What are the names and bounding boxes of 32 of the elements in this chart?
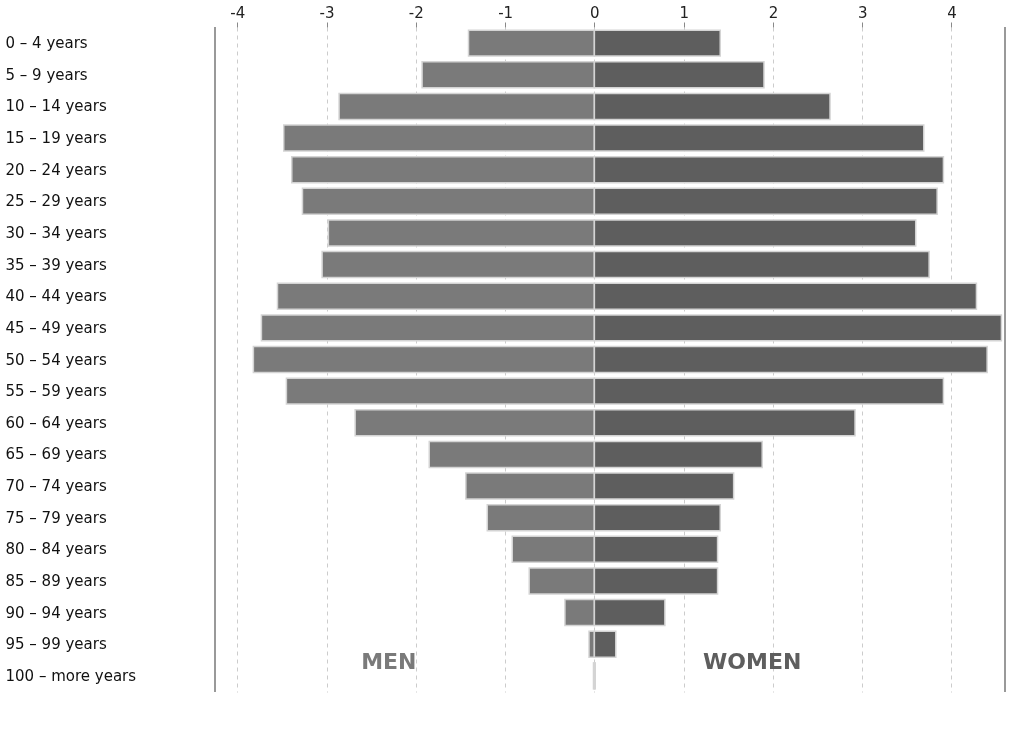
y-tick-label: 35 – 39 years (5, 255, 107, 274)
y-tick-label: 20 – 24 years (5, 160, 107, 179)
y-tick-label: 70 – 74 years (5, 477, 107, 496)
y-tick-label: 10 – 14 years (5, 97, 107, 116)
y-tick-label: 85 – 89 years (5, 571, 107, 590)
x-tick-label: 1 (679, 3, 689, 22)
y-tick-label: 75 – 79 years (5, 508, 107, 527)
y-tick-label: 100 – more years (5, 666, 137, 685)
y-tick-label: 95 – 99 years (5, 635, 107, 654)
x-tick-label: 2 (768, 3, 779, 22)
y-tick-label: 30 – 34 years (5, 223, 107, 242)
x-tick-label: -3 (319, 3, 335, 22)
x-tick-label: -2 (408, 3, 424, 22)
y-tick-label: 55 – 59 years (5, 382, 107, 401)
x-tick-label: 4 (947, 3, 957, 22)
y-tick-label: 25 – 29 years (5, 192, 107, 211)
y-tick-label: 90 – 94 years (5, 603, 107, 622)
x-tick-label: 0 (590, 3, 600, 22)
x-tick-label: 3 (857, 3, 868, 22)
x-tick-label: -4 (230, 3, 246, 22)
y-tick-label: 45 – 49 years (5, 318, 107, 337)
text: MEN (361, 649, 417, 675)
y-tick-label: 60 – 64 years (5, 413, 107, 432)
x-tick-label: -1 (498, 3, 514, 22)
y-tick-label: 5 – 9 years (5, 65, 88, 84)
y-tick-label: 65 – 69 years (5, 445, 107, 464)
y-tick-label: 15 – 19 years (5, 129, 107, 148)
y-tick-label: 50 – 54 years (5, 350, 107, 369)
y-tick-label: 40 – 44 years (5, 287, 107, 306)
text: WOMEN (703, 649, 802, 675)
y-tick-label: 80 – 84 years (5, 540, 107, 559)
y-tick-label: 0 – 4 years (5, 34, 88, 53)
